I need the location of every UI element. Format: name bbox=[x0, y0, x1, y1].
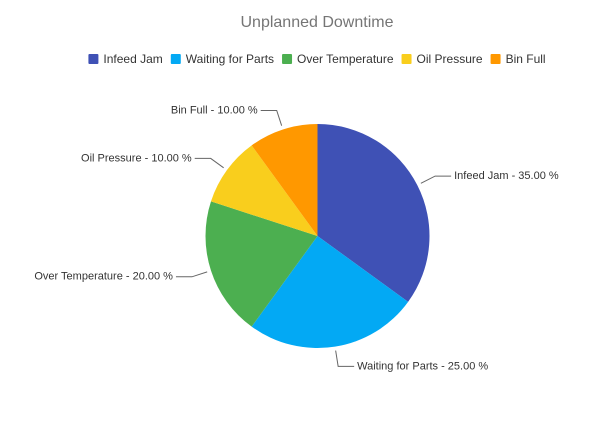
legend-item-waiting-for-parts[interactable]: Waiting for Parts bbox=[170, 52, 274, 66]
legend-swatch-bin-full bbox=[490, 54, 501, 64]
pie-slice-over-temperature[interactable] bbox=[205, 201, 318, 327]
pie-slice-oil-pressure[interactable] bbox=[210, 145, 318, 236]
slice-label-bin-full: Bin Full - 10.00 % bbox=[171, 104, 258, 116]
legend-label-bin-full: Bin Full bbox=[506, 52, 546, 66]
legend-item-oil-pressure[interactable]: Oil Pressure bbox=[401, 52, 483, 66]
pie-slice-infeed-jam[interactable] bbox=[317, 124, 430, 302]
slice-label-over-temperature: Over Temperature - 20.00 % bbox=[34, 271, 173, 283]
legend-item-over-temperature[interactable]: Over Temperature bbox=[282, 52, 394, 66]
legend-swatch-over-temperature bbox=[282, 54, 293, 64]
chart-title: Unplanned Downtime bbox=[241, 14, 394, 31]
legend-label-waiting-for-parts: Waiting for Parts bbox=[186, 52, 274, 66]
legend-swatch-oil-pressure bbox=[401, 54, 412, 64]
leader-line-over-temperature bbox=[175, 271, 208, 278]
leader-line-infeed-jam bbox=[420, 175, 452, 184]
legend-label-oil-pressure: Oil Pressure bbox=[417, 52, 483, 66]
leader-line-bin-full bbox=[260, 109, 283, 126]
pie-slice-waiting-for-parts[interactable] bbox=[251, 236, 409, 348]
slice-label-waiting-for-parts: Waiting for Parts - 25.00 % bbox=[357, 360, 488, 372]
legend-swatch-waiting-for-parts bbox=[170, 54, 181, 64]
slice-label-oil-pressure: Oil Pressure - 10.00 % bbox=[81, 152, 192, 164]
legend-item-bin-full[interactable]: Bin Full bbox=[490, 52, 546, 66]
leader-line-waiting-for-parts bbox=[335, 350, 355, 367]
slice-labels: Infeed Jam - 35.00 % Waiting for Parts - … bbox=[34, 104, 559, 372]
legend-swatch-infeed-jam bbox=[88, 54, 99, 64]
slice-label-infeed-jam: Infeed Jam - 35.00 % bbox=[454, 170, 559, 182]
legend-label-over-temperature: Over Temperature bbox=[297, 52, 394, 66]
pie-slices bbox=[205, 124, 430, 348]
legend-label-infeed-jam: Infeed Jam bbox=[103, 52, 162, 66]
legend: Infeed Jam Waiting for Parts Over Temperat… bbox=[88, 52, 546, 66]
pie-slice-bin-full[interactable] bbox=[251, 124, 318, 236]
leader-line-oil-pressure bbox=[194, 157, 224, 169]
legend-item-infeed-jam[interactable]: Infeed Jam bbox=[88, 52, 163, 66]
